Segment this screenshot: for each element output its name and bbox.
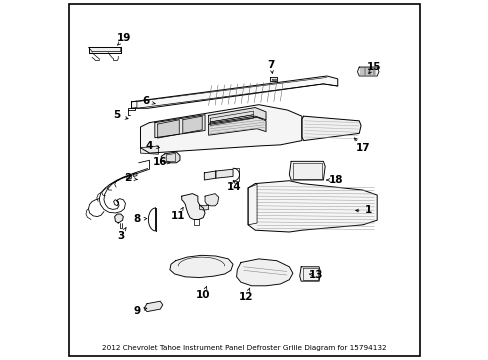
Text: 19: 19 <box>117 33 131 43</box>
Polygon shape <box>301 116 360 140</box>
Text: 9: 9 <box>133 306 140 316</box>
Text: 5: 5 <box>113 111 121 121</box>
Polygon shape <box>204 194 218 206</box>
Text: 2: 2 <box>124 173 131 183</box>
Polygon shape <box>126 175 131 179</box>
Polygon shape <box>289 161 325 180</box>
Text: 15: 15 <box>366 62 380 72</box>
Polygon shape <box>169 255 233 278</box>
Text: 1: 1 <box>364 206 371 216</box>
Text: 8: 8 <box>133 215 140 224</box>
Polygon shape <box>155 115 204 138</box>
Text: 10: 10 <box>196 290 210 300</box>
Text: 4: 4 <box>145 141 153 151</box>
Text: 14: 14 <box>226 182 241 192</box>
Text: 13: 13 <box>308 270 323 280</box>
Polygon shape <box>158 120 179 138</box>
Polygon shape <box>182 194 204 220</box>
Text: 18: 18 <box>328 175 343 185</box>
Polygon shape <box>88 47 121 53</box>
Text: 17: 17 <box>355 143 369 153</box>
Polygon shape <box>357 67 378 76</box>
Polygon shape <box>215 169 233 178</box>
Text: 3: 3 <box>117 231 124 240</box>
Text: 16: 16 <box>153 157 167 167</box>
Polygon shape <box>183 116 202 134</box>
Polygon shape <box>236 259 292 286</box>
Polygon shape <box>115 214 123 223</box>
Polygon shape <box>270 77 277 81</box>
Text: 7: 7 <box>267 60 275 70</box>
Polygon shape <box>204 171 215 180</box>
Polygon shape <box>199 205 208 210</box>
Polygon shape <box>208 117 265 135</box>
Polygon shape <box>247 181 376 232</box>
Polygon shape <box>144 301 163 312</box>
Polygon shape <box>140 105 301 153</box>
Text: 2012 Chevrolet Tahoe Instrument Panel Defroster Grille Diagram for 15794132: 2012 Chevrolet Tahoe Instrument Panel De… <box>102 345 386 351</box>
Text: 11: 11 <box>171 211 185 221</box>
Polygon shape <box>161 152 180 163</box>
Text: 6: 6 <box>142 96 149 106</box>
Polygon shape <box>140 146 158 154</box>
Polygon shape <box>133 173 137 176</box>
Polygon shape <box>208 108 265 123</box>
Polygon shape <box>131 76 337 108</box>
Polygon shape <box>299 267 320 281</box>
Text: 12: 12 <box>239 292 253 302</box>
